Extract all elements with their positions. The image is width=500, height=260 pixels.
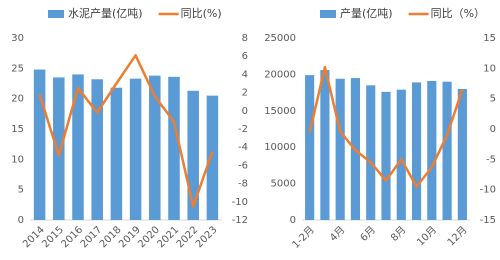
legend-swatch: [48, 10, 64, 18]
y-tick-label: 20000: [264, 69, 296, 80]
y-tick-label: 25000: [264, 33, 296, 44]
y2-tick-label: -10: [232, 197, 248, 208]
line: [308, 65, 464, 188]
y2-tick-label: 0: [242, 106, 248, 117]
bar: [411, 82, 422, 221]
y-tick-label: 15000: [264, 106, 296, 117]
bar: [366, 85, 376, 220]
y2-tick-label: -4: [238, 142, 248, 153]
bar: [33, 69, 46, 221]
x-tick-label: 1-2月: [290, 224, 317, 251]
y-tick-label: 0: [290, 215, 296, 226]
x-tick-label: 8月: [388, 224, 408, 244]
y-tick-label: 5: [18, 185, 24, 196]
y2-tick-label: -12: [232, 215, 248, 226]
y-tick-label: 0: [18, 215, 24, 226]
bar: [396, 89, 406, 220]
x-tick-label: 4月: [327, 224, 347, 244]
y-tick-label: 10: [11, 154, 24, 165]
y2-tick-label: 6: [242, 51, 248, 62]
y2-tick-label: -15: [480, 215, 496, 226]
x-tick-label: 2023: [194, 224, 220, 250]
bar: [320, 70, 330, 220]
bar: [305, 75, 315, 221]
y-tick-label: 10000: [264, 142, 296, 153]
bar: [442, 81, 452, 221]
bar: [149, 75, 161, 220]
y2-tick-label: -10: [480, 185, 496, 196]
y-tick-label: 20: [11, 94, 24, 105]
y2-tick-label: 10: [483, 63, 496, 74]
bar: [427, 80, 437, 221]
y-tick-label: 15: [11, 124, 24, 135]
y-tick-label: 30: [11, 33, 24, 44]
bar: [457, 88, 467, 221]
bar: [72, 74, 84, 221]
bar: [91, 79, 103, 221]
bar: [129, 78, 142, 220]
bar: [187, 90, 199, 220]
y2-tick-label: -2: [238, 124, 248, 135]
bar: [381, 91, 391, 220]
x-tick-label: 6月: [358, 224, 378, 244]
line: [38, 54, 214, 208]
bar: [168, 76, 180, 221]
y2-tick-label: -8: [238, 179, 248, 190]
legend-label: 产量(亿吨): [340, 6, 393, 20]
y2-tick-label: 4: [242, 69, 248, 80]
legend-label: 水泥产量(亿吨): [68, 6, 143, 20]
legend-swatch: [320, 10, 336, 18]
bar: [335, 78, 345, 220]
y2-tick-label: 0: [490, 124, 496, 135]
x-tick-label: 12月: [445, 224, 470, 249]
y2-tick-label: 2: [242, 88, 248, 99]
bar: [206, 95, 219, 220]
y2-tick-label: -5: [486, 154, 496, 165]
y-tick-label: 5000: [271, 179, 296, 190]
legend-label: 同比（%）: [431, 7, 485, 20]
y2-tick-label: -6: [238, 160, 248, 171]
y2-tick-label: 15: [483, 33, 496, 44]
y2-tick-label: 5: [490, 94, 496, 105]
y2-tick-label: 8: [242, 33, 248, 44]
bar: [53, 77, 65, 220]
x-tick-label: 10月: [414, 224, 439, 249]
legend-label: 同比(%): [181, 7, 222, 20]
bar: [110, 87, 123, 220]
y-tick-label: 25: [11, 63, 24, 74]
